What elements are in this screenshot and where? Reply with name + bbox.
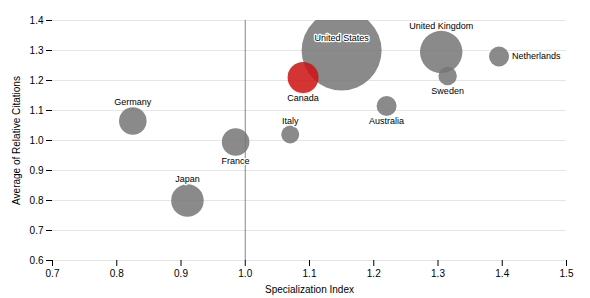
svg-text:Australia: Australia: [369, 116, 404, 126]
svg-text:Sweden: Sweden: [431, 86, 464, 96]
svg-text:Canada: Canada: [287, 93, 319, 103]
svg-text:United States: United States: [315, 33, 370, 43]
svg-text:0.6: 0.6: [30, 255, 44, 266]
svg-text:1.4: 1.4: [495, 268, 509, 279]
svg-text:1.5: 1.5: [560, 268, 574, 279]
svg-text:Japan: Japan: [175, 174, 200, 184]
svg-text:0.8: 0.8: [110, 268, 124, 279]
svg-text:1.2: 1.2: [30, 75, 44, 86]
svg-text:Average of Relative Citations: Average of Relative Citations: [11, 76, 22, 205]
svg-text:0.9: 0.9: [174, 268, 188, 279]
svg-text:1.2: 1.2: [367, 268, 381, 279]
svg-text:0.8: 0.8: [30, 195, 44, 206]
svg-text:United Kingdom: United Kingdom: [409, 21, 473, 31]
svg-text:Germany: Germany: [114, 97, 152, 107]
svg-text:1.4: 1.4: [30, 15, 44, 26]
svg-text:France: France: [222, 156, 250, 166]
svg-text:1.0: 1.0: [30, 135, 44, 146]
svg-text:1.0: 1.0: [238, 268, 252, 279]
svg-text:1.3: 1.3: [431, 268, 445, 279]
svg-text:0.9: 0.9: [30, 165, 44, 176]
svg-text:1.1: 1.1: [303, 268, 317, 279]
svg-text:Netherlands: Netherlands: [512, 51, 561, 61]
svg-text:Italy: Italy: [282, 116, 299, 126]
svg-text:Specialization Index: Specialization Index: [265, 284, 354, 295]
svg-text:1.3: 1.3: [30, 45, 44, 56]
svg-text:1.1: 1.1: [30, 105, 44, 116]
svg-text:0.7: 0.7: [30, 225, 44, 236]
svg-text:0.7: 0.7: [46, 268, 60, 279]
